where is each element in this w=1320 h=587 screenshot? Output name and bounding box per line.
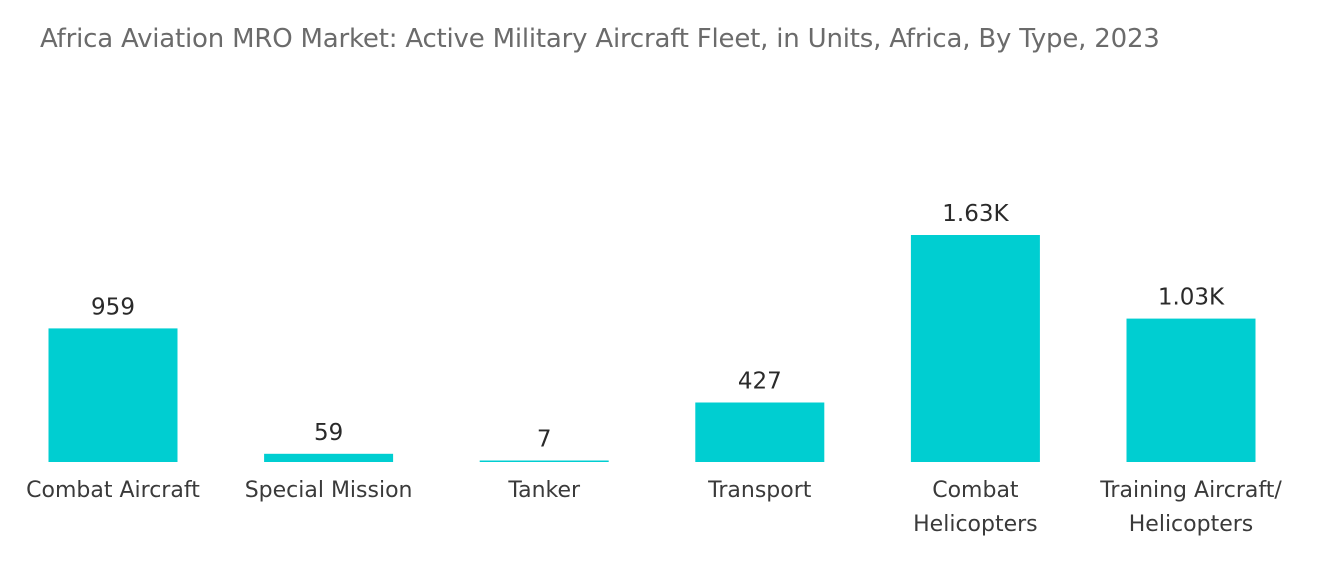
bar-5: [1126, 318, 1256, 462]
bar-3: [695, 402, 825, 462]
category-label-2-line-0: Tanker: [507, 478, 581, 503]
value-label-5: 1.03K: [1158, 285, 1225, 311]
value-label-0: 959: [91, 294, 135, 320]
bar-0: [48, 328, 178, 462]
bar-1: [264, 453, 394, 462]
value-label-1: 59: [314, 420, 343, 446]
bar-4: [910, 235, 1040, 462]
category-label-5-line-0: Training Aircraft/: [1099, 478, 1282, 503]
value-label-2: 7: [537, 427, 552, 453]
category-label-0-line-0: Combat Aircraft: [26, 478, 200, 503]
value-label-4: 1.63K: [942, 201, 1009, 227]
category-label-5-line-1: Helicopters: [1129, 512, 1254, 537]
category-label-4-line-1: Helicopters: [913, 512, 1038, 537]
bar-2: [479, 460, 609, 462]
value-labels-group: 959 59 7 427 1.63K 1.03K: [91, 201, 1225, 453]
chart-title: Africa Aviation MRO Market: Active Milit…: [40, 24, 1160, 54]
category-label-3-line-0: Transport: [707, 478, 812, 503]
category-label-1-line-0: Special Mission: [245, 478, 413, 503]
value-label-3: 427: [738, 369, 782, 395]
bars-group: [48, 235, 1256, 462]
category-label-4-line-0: Combat: [932, 478, 1019, 503]
category-labels-group: Combat Aircraft Special Mission Tanker Tran…: [26, 478, 1282, 537]
